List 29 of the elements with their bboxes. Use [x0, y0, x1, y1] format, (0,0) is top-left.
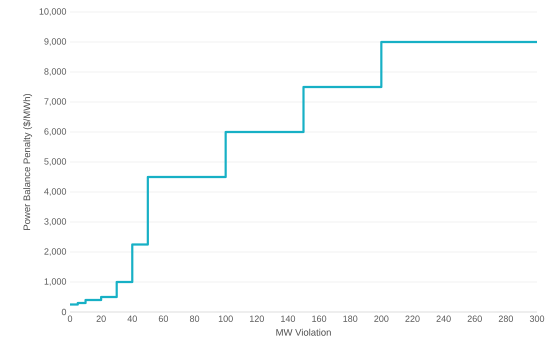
x-tick-label: 20 — [96, 316, 106, 322]
y-tick-label: 10,000 — [40, 8, 66, 16]
y-tick-label: 4,000 — [44, 188, 66, 196]
y-tick-label: 2,000 — [44, 248, 66, 256]
y-tick-label: 6,000 — [44, 128, 66, 136]
x-tick-label: 120 — [250, 316, 264, 322]
y-axis-title: Power Balance Penalty ($/MWh) — [23, 94, 32, 230]
x-tick-label: 40 — [127, 316, 137, 322]
y-tick-label: 7,000 — [44, 98, 66, 106]
x-axis-title: MW Violation — [276, 328, 331, 336]
y-tick-label: 5,000 — [44, 158, 66, 166]
x-tick-label: 180 — [343, 316, 358, 322]
x-tick-label: 240 — [436, 316, 451, 322]
x-tick-label: 80 — [190, 316, 200, 322]
y-tick-label: 8,000 — [44, 68, 66, 76]
x-tick-label: 140 — [281, 316, 296, 322]
y-tick-label: 0 — [62, 308, 66, 316]
x-tick-label: 160 — [312, 316, 326, 322]
y-tick-label: 9,000 — [44, 38, 66, 46]
x-tick-label: 300 — [530, 316, 544, 322]
y-tick-label: 3,000 — [44, 218, 66, 226]
x-tick-label: 200 — [374, 316, 388, 322]
x-tick-label: 0 — [68, 316, 72, 322]
x-tick-label: 280 — [498, 316, 514, 322]
x-tick-label: 260 — [468, 316, 482, 322]
x-tick-label: 100 — [218, 316, 233, 322]
x-tick-label: 220 — [405, 316, 420, 322]
x-tick-label: 60 — [158, 316, 168, 322]
y-tick-label: 1,000 — [44, 278, 66, 286]
